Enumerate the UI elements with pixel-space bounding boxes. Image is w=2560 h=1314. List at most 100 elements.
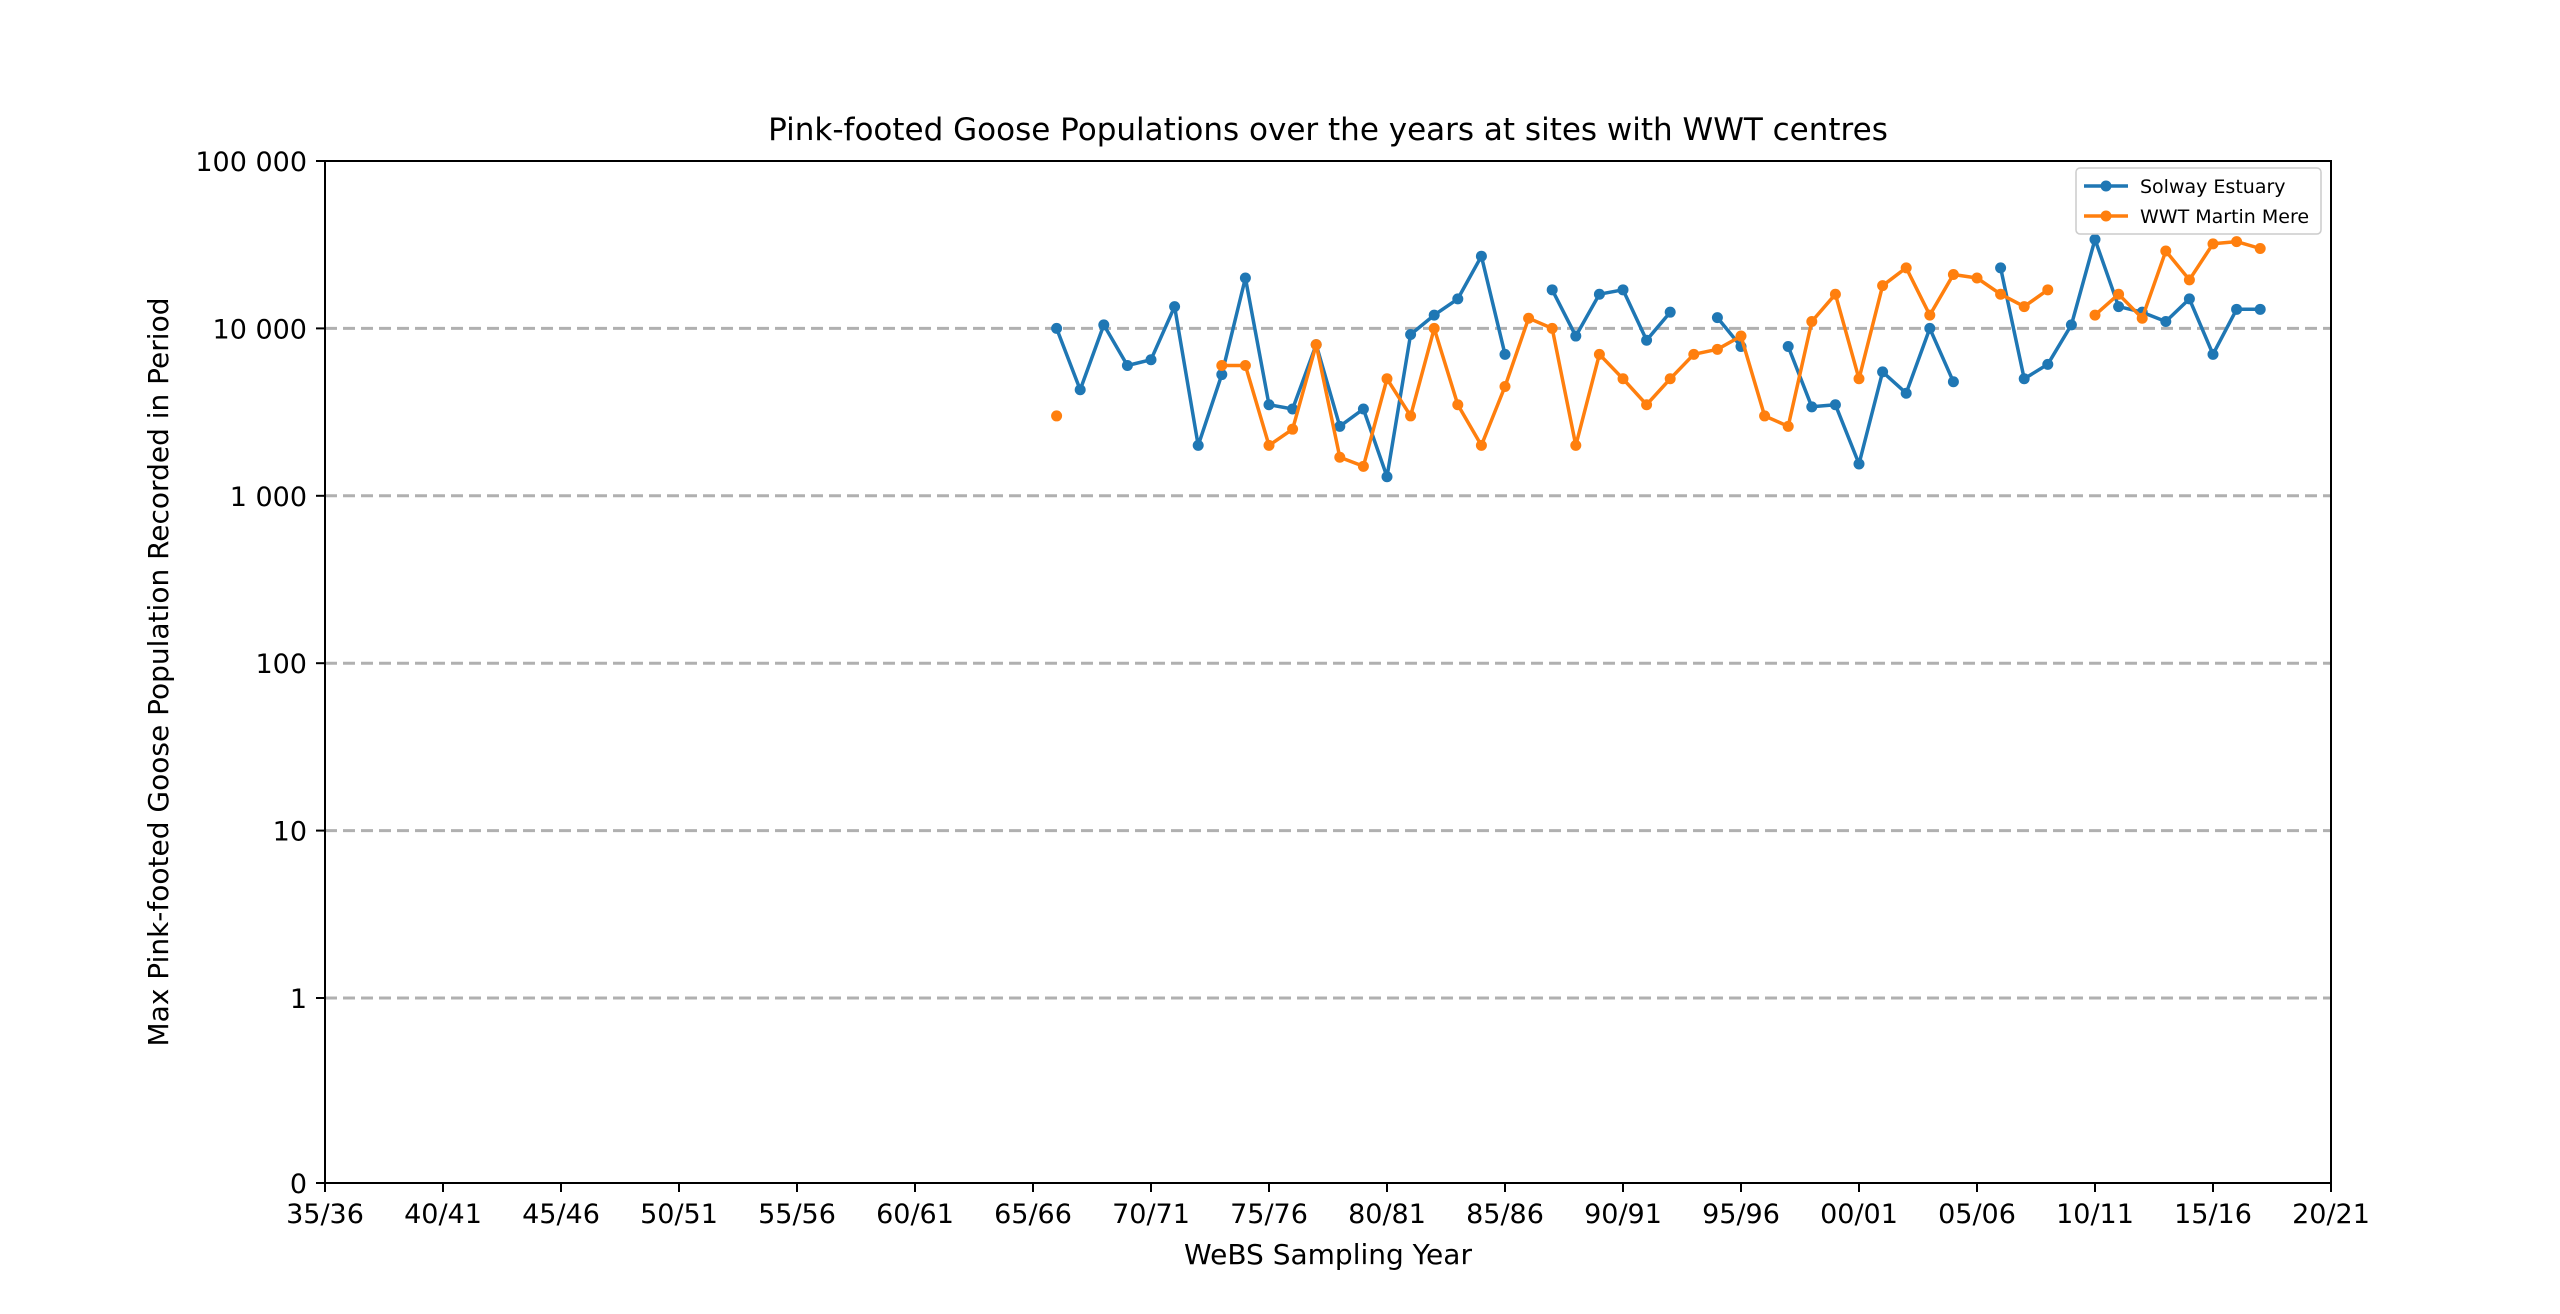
x-tick-label: 45/46	[522, 1199, 600, 1230]
data-point	[1853, 373, 1865, 385]
x-tick-label: 05/06	[1938, 1199, 2016, 1230]
y-tick-label: 0	[290, 1169, 307, 1200]
gridlines	[325, 326, 2331, 1000]
plot-frame	[324, 160, 2332, 1184]
data-point	[1169, 301, 1181, 313]
data-point	[2018, 373, 2030, 385]
data-point	[1074, 384, 1086, 396]
series-line	[1786, 326, 1956, 466]
data-point	[2089, 309, 2101, 321]
data-point	[1546, 322, 1558, 334]
data-point	[1051, 410, 1063, 422]
data-point	[1900, 262, 1912, 274]
data-point	[1546, 284, 1558, 296]
x-tick-label: 80/81	[1348, 1199, 1426, 1230]
data-point	[2113, 301, 2125, 313]
data-point	[2136, 312, 2148, 324]
legend-box	[2075, 167, 2322, 235]
data-point	[1570, 439, 1582, 451]
x-tick-label: 20/21	[2292, 1199, 2370, 1230]
data-point	[1310, 339, 1322, 351]
data-point	[1995, 262, 2007, 274]
data-point	[1499, 380, 1511, 392]
data-point	[1051, 322, 1063, 334]
series-line	[1716, 316, 1743, 348]
y-tick-label: 1	[290, 984, 307, 1015]
data-point	[1900, 387, 1912, 399]
data-point	[1593, 348, 1605, 360]
data-point	[1924, 322, 1936, 334]
data-point	[2254, 243, 2266, 255]
data-point	[1711, 343, 1723, 355]
x-tick-label: 95/96	[1702, 1199, 1780, 1230]
data-point	[1452, 293, 1464, 305]
data-point	[2042, 284, 2054, 296]
data-point	[2113, 288, 2125, 300]
data-point	[1806, 315, 1818, 327]
legend-marker	[2100, 210, 2112, 222]
data-point	[1947, 376, 1959, 388]
series-solway-estuary	[1051, 233, 2266, 483]
data-point	[2089, 233, 2101, 245]
y-tick-label: 10	[273, 817, 307, 848]
y-tick-label: 100 000	[195, 147, 307, 178]
data-point	[1334, 420, 1346, 432]
data-point	[1263, 439, 1275, 451]
legend-label: WWT Martin Mere	[2140, 206, 2309, 228]
x-tick-label: 10/11	[2056, 1199, 2134, 1230]
data-point	[1617, 373, 1629, 385]
data-point	[1641, 399, 1653, 411]
data-point	[1664, 373, 1676, 385]
data-point	[2160, 245, 2172, 257]
series-line	[1998, 237, 2261, 381]
data-point	[1995, 288, 2007, 300]
x-tick-label: 55/56	[758, 1199, 836, 1230]
data-point	[2160, 315, 2172, 327]
x-tick-label: 65/66	[994, 1199, 1072, 1230]
data-point	[1971, 272, 1983, 284]
x-axis: 35/36 40/41 45/46 50/51 55/56 60/61 65/66 70/71…	[286, 1183, 2370, 1230]
x-tick-label: 50/51	[640, 1199, 718, 1230]
data-point	[2018, 301, 2030, 313]
data-point	[1499, 348, 1511, 360]
y-tick-label: 100	[255, 649, 307, 680]
data-point	[1711, 312, 1723, 324]
series-wwt-martin-mere	[1051, 236, 2266, 472]
data-point	[2231, 303, 2243, 315]
data-point	[1381, 373, 1393, 385]
data-point	[2183, 274, 2195, 286]
data-point	[1688, 348, 1700, 360]
x-tick-label: 90/91	[1584, 1199, 1662, 1230]
data-point	[1287, 403, 1299, 415]
data-point	[1641, 334, 1653, 346]
x-tick-label: 00/01	[1820, 1199, 1898, 1230]
y-axis: 0 1 10 100 1 000 10 000 100 000	[195, 147, 325, 1200]
data-point	[1570, 330, 1582, 342]
data-point	[1735, 330, 1747, 342]
data-point	[1877, 280, 1889, 292]
legend: Solway Estuary WWT Martin Mere	[2075, 167, 2322, 235]
data-point	[1782, 420, 1794, 432]
data-point	[1263, 399, 1275, 411]
data-point	[1523, 312, 1535, 324]
data-point	[1829, 288, 1841, 300]
data-point	[1782, 340, 1794, 352]
chart-title: Pink-footed Goose Populations over the y…	[768, 112, 1888, 148]
data-point	[2042, 358, 2054, 370]
legend-marker	[2100, 180, 2112, 192]
data-point	[2207, 348, 2219, 360]
data-point	[1098, 319, 1110, 331]
data-point	[2207, 238, 2219, 250]
y-tick-label: 1 000	[230, 482, 307, 513]
x-tick-label: 85/86	[1466, 1199, 1544, 1230]
data-point	[1145, 354, 1157, 366]
data-point	[1475, 250, 1487, 262]
data-point	[1216, 360, 1228, 372]
data-point	[1475, 439, 1487, 451]
data-point	[1829, 399, 1841, 411]
data-point	[1664, 306, 1676, 318]
x-tick-label: 35/36	[286, 1199, 364, 1230]
legend-label: Solway Estuary	[2140, 176, 2286, 198]
data-point	[1239, 360, 1251, 372]
